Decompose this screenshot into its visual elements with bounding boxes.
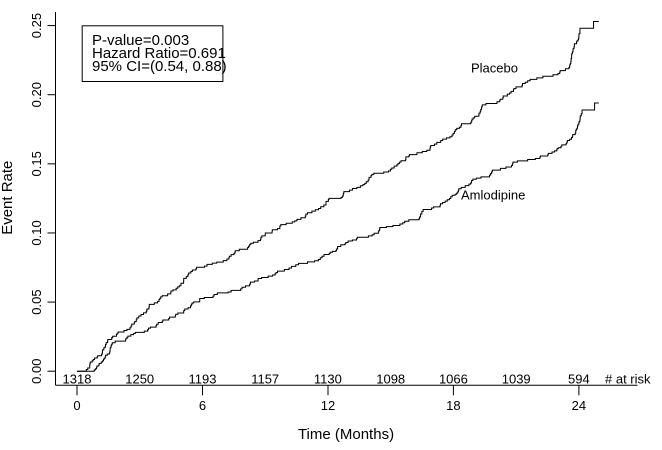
svg-text:1039: 1039: [502, 372, 531, 387]
svg-text:Event Rate: Event Rate: [0, 161, 16, 235]
svg-text:Placebo: Placebo: [471, 61, 518, 76]
svg-text:0.15: 0.15: [29, 151, 44, 176]
svg-text:0.05: 0.05: [29, 289, 44, 314]
svg-text:18: 18: [446, 398, 460, 413]
svg-text:0.00: 0.00: [29, 359, 44, 384]
svg-text:0: 0: [73, 398, 80, 413]
svg-text:1193: 1193: [189, 372, 217, 387]
svg-text:1318: 1318: [63, 372, 92, 387]
svg-text:1098: 1098: [376, 372, 405, 387]
svg-text:# at risk: # at risk: [605, 372, 651, 387]
svg-text:1250: 1250: [125, 372, 154, 387]
svg-text:594: 594: [568, 372, 590, 387]
svg-text:1066: 1066: [439, 372, 468, 387]
svg-text:12: 12: [321, 398, 335, 413]
svg-text:0.10: 0.10: [29, 220, 44, 245]
svg-text:1130: 1130: [314, 372, 342, 387]
svg-text:24: 24: [572, 398, 586, 413]
svg-text:Time (Months): Time (Months): [298, 426, 394, 443]
svg-text:6: 6: [199, 398, 206, 413]
svg-text:Amlodipine: Amlodipine: [461, 187, 525, 202]
svg-text:95% CI=(0.54, 0.88): 95% CI=(0.54, 0.88): [92, 58, 227, 75]
svg-text:0.20: 0.20: [29, 82, 44, 107]
svg-text:0.25: 0.25: [29, 13, 44, 38]
svg-text:1157: 1157: [251, 372, 279, 387]
